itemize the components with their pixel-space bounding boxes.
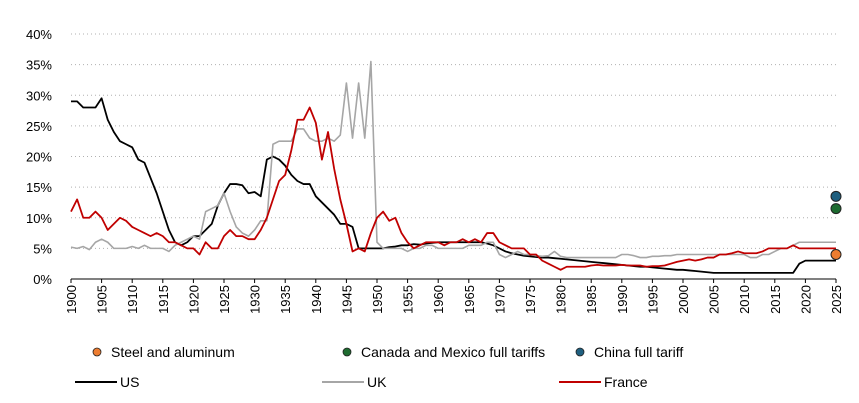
y-axis-tick-labels: 0% 5% 10% 15% 20% 25% 30% 35% 40% bbox=[26, 27, 52, 287]
y-tick-label-35: 35% bbox=[26, 58, 52, 73]
x-axis-tick-labels: 1900 1905 1910 1915 1920 1925 1930 1935 1940 1945… bbox=[64, 285, 844, 314]
marker-0 bbox=[830, 249, 842, 260]
series-line-france bbox=[70, 106, 836, 271]
y-tick-label-15: 15% bbox=[26, 180, 52, 195]
x-tick-label-2015: 2015 bbox=[768, 285, 783, 314]
series-lines bbox=[70, 60, 836, 274]
x-tick-label-1925: 1925 bbox=[217, 285, 232, 314]
marker-2 bbox=[830, 190, 842, 202]
legend-label-4: UK bbox=[367, 374, 387, 390]
x-tick-label-1945: 1945 bbox=[339, 285, 354, 314]
y-tick-label-25: 25% bbox=[26, 119, 52, 134]
x-tick-label-1935: 1935 bbox=[278, 285, 293, 314]
legend-label-2: China full tariff bbox=[594, 344, 683, 360]
x-tick-label-2000: 2000 bbox=[676, 285, 691, 314]
legend: Steel and aluminum Canada and Mexico full… bbox=[75, 344, 683, 390]
y-tick-label-40: 40% bbox=[26, 27, 52, 42]
x-tick-label-2025: 2025 bbox=[829, 285, 844, 314]
x-tick-label-1930: 1930 bbox=[248, 285, 263, 314]
legend-label-1: Canada and Mexico full tariffs bbox=[361, 344, 545, 360]
x-tick-label-1905: 1905 bbox=[95, 285, 110, 314]
legend-marker-1 bbox=[342, 347, 352, 357]
y-tick-label-10: 10% bbox=[26, 211, 52, 226]
legend-marker-2 bbox=[575, 347, 585, 357]
x-tick-label-1915: 1915 bbox=[156, 285, 171, 314]
tariff-markers bbox=[830, 190, 842, 260]
x-tick-label-2010: 2010 bbox=[737, 285, 752, 314]
legend-label-5: France bbox=[604, 374, 648, 390]
x-tick-label-1980: 1980 bbox=[554, 285, 569, 314]
legend-label-3: US bbox=[120, 374, 139, 390]
x-tick-label-1965: 1965 bbox=[462, 285, 477, 314]
x-tick-label-1970: 1970 bbox=[492, 285, 507, 314]
axes bbox=[70, 278, 837, 283]
legend-marker-0 bbox=[92, 347, 102, 357]
x-tick-label-1975: 1975 bbox=[523, 285, 538, 314]
x-tick-label-1920: 1920 bbox=[186, 285, 201, 314]
x-tick-label-1955: 1955 bbox=[401, 285, 416, 314]
y-tick-label-20: 20% bbox=[26, 150, 52, 165]
x-tick-label-1910: 1910 bbox=[125, 285, 140, 314]
marker-1 bbox=[830, 203, 842, 215]
legend-label-0: Steel and aluminum bbox=[111, 344, 235, 360]
series-line-uk bbox=[70, 60, 836, 259]
y-tick-label-5: 5% bbox=[33, 241, 52, 256]
gridlines bbox=[71, 33, 836, 249]
x-tick-label-1950: 1950 bbox=[370, 285, 385, 314]
x-tick-label-1995: 1995 bbox=[645, 285, 660, 314]
x-tick-label-1900: 1900 bbox=[64, 285, 79, 314]
y-tick-label-30: 30% bbox=[26, 88, 52, 103]
y-tick-label-0: 0% bbox=[33, 272, 52, 287]
x-tick-label-1990: 1990 bbox=[615, 285, 630, 314]
x-tick-label-1960: 1960 bbox=[431, 285, 446, 314]
x-tick-label-2005: 2005 bbox=[707, 285, 722, 314]
x-tick-label-2020: 2020 bbox=[798, 285, 813, 314]
x-tick-label-1985: 1985 bbox=[584, 285, 599, 314]
x-tick-label-1940: 1940 bbox=[309, 285, 324, 314]
